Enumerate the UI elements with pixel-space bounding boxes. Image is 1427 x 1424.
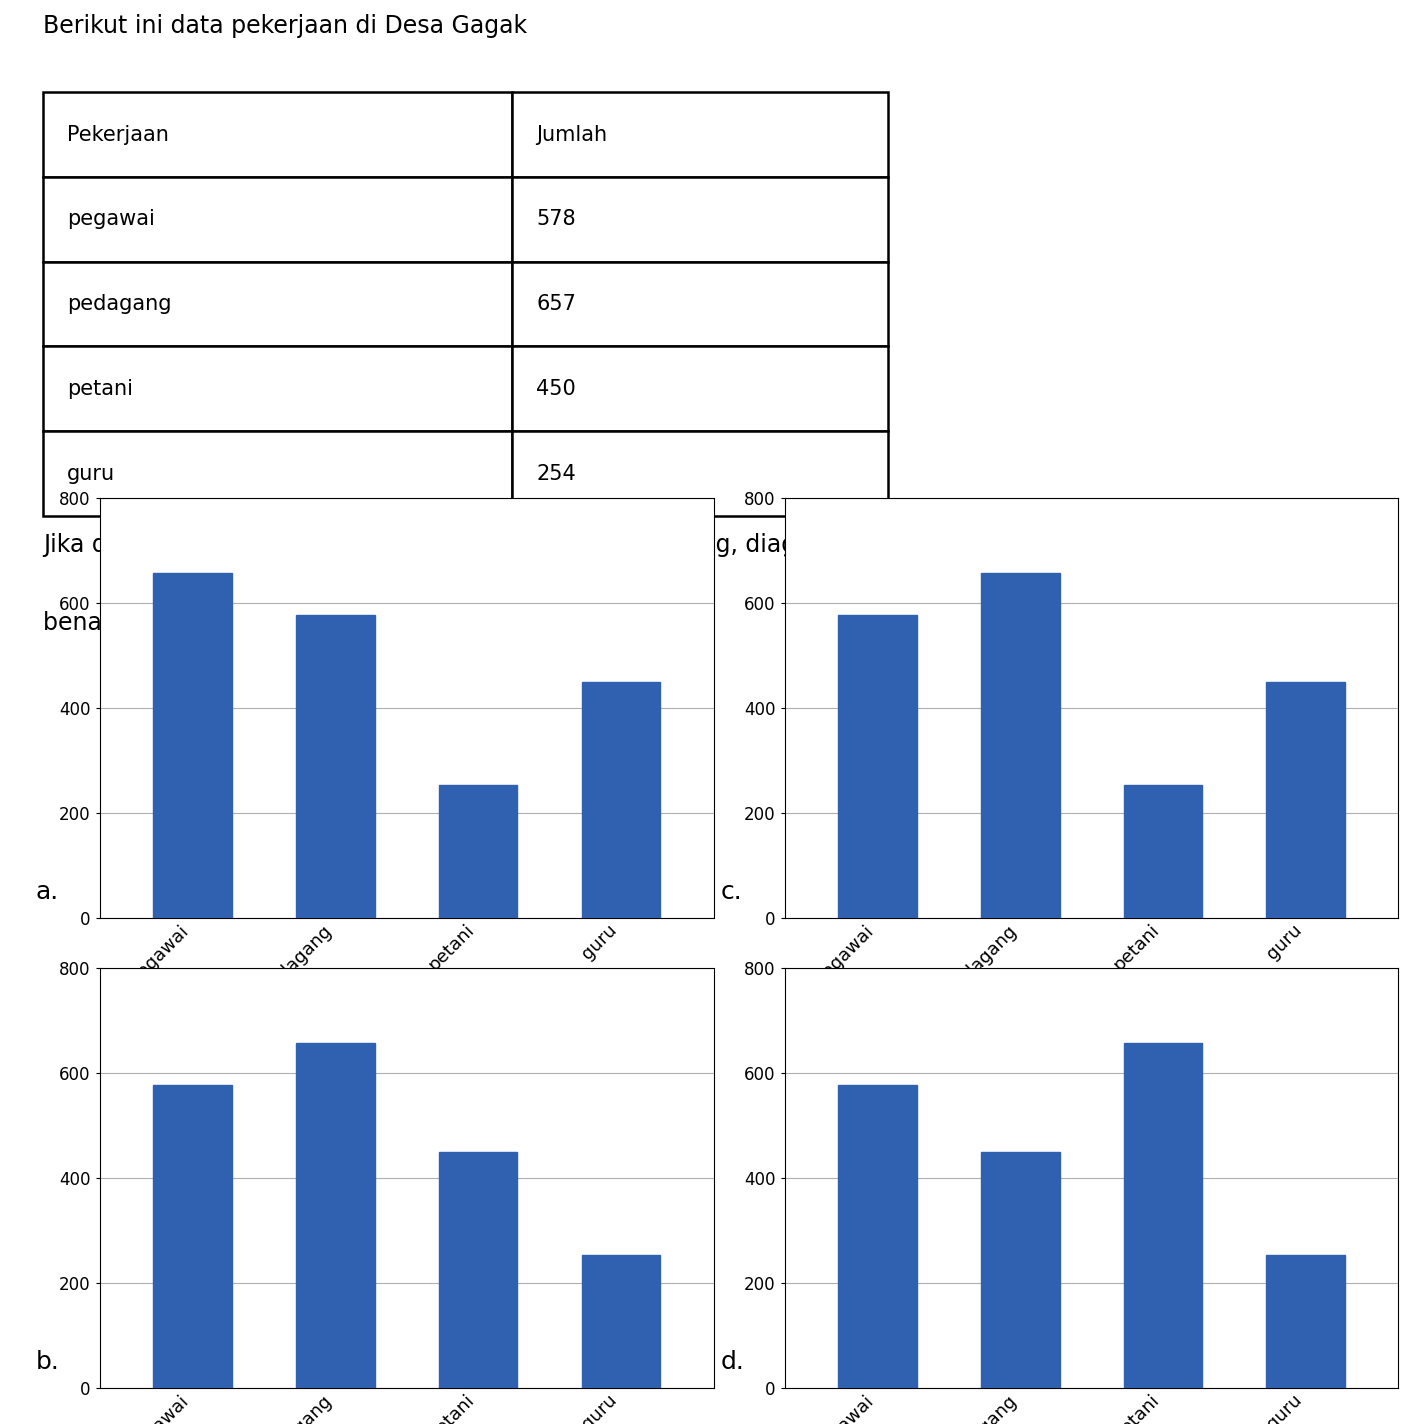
Bar [982,574,1059,918]
Bar [1124,1044,1202,1388]
Text: a.: a. [36,880,59,904]
Text: pegawai: pegawai [67,209,156,229]
Bar [581,1255,659,1388]
Bar [154,574,231,918]
FancyBboxPatch shape [512,177,888,262]
FancyBboxPatch shape [43,346,512,431]
FancyBboxPatch shape [43,431,512,515]
Text: guru: guru [67,464,116,484]
Text: benar adalah ...: benar adalah ... [43,611,228,635]
Text: b.: b. [36,1350,60,1374]
Bar [1267,682,1346,918]
Text: 254: 254 [537,464,577,484]
FancyBboxPatch shape [512,93,888,177]
Bar [154,1085,231,1388]
Bar [839,615,918,918]
Text: Jumlah: Jumlah [537,125,608,145]
Bar [982,1152,1059,1388]
Bar [295,1044,374,1388]
Bar [440,1152,517,1388]
Bar [295,615,374,918]
FancyBboxPatch shape [43,93,512,177]
Bar [1124,785,1202,918]
Bar [581,682,659,918]
Text: petani: petani [67,379,133,399]
FancyBboxPatch shape [512,262,888,346]
FancyBboxPatch shape [43,177,512,262]
Text: c.: c. [721,880,742,904]
FancyBboxPatch shape [43,262,512,346]
Bar [1267,1255,1346,1388]
Bar [839,1085,918,1388]
Text: 450: 450 [537,379,577,399]
FancyBboxPatch shape [512,431,888,515]
FancyBboxPatch shape [512,346,888,431]
Text: Berikut ini data pekerjaan di Desa Gagak: Berikut ini data pekerjaan di Desa Gagak [43,14,527,38]
Bar [440,785,517,918]
Text: 657: 657 [537,295,577,315]
Text: d.: d. [721,1350,745,1374]
Text: Pekerjaan: Pekerjaan [67,125,168,145]
Text: Jika data tersebut disajikan dalam bentuk diagram batang, diagram yang: Jika data tersebut disajikan dalam bentu… [43,533,909,557]
Text: pedagang: pedagang [67,295,171,315]
Text: 578: 578 [537,209,577,229]
